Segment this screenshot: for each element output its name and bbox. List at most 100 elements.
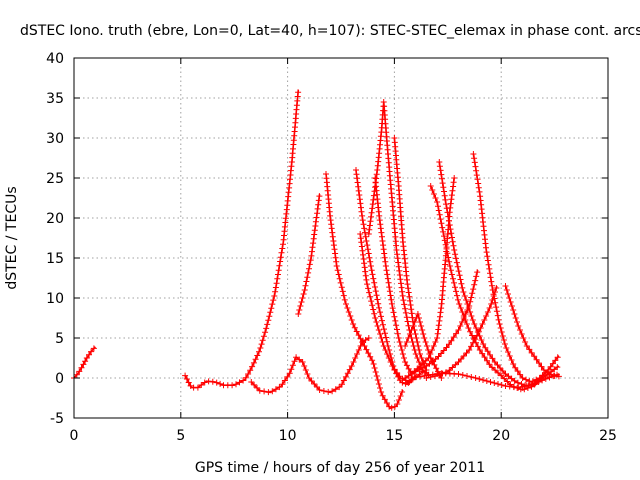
data-point-marker bbox=[266, 313, 273, 320]
data-point-marker bbox=[449, 238, 456, 245]
y-tick-label: 10 bbox=[46, 291, 64, 307]
data-point-marker bbox=[470, 286, 477, 293]
data-point-marker bbox=[430, 343, 437, 349]
data-point-marker bbox=[507, 299, 514, 305]
data-point-marker bbox=[364, 242, 371, 249]
data-point-marker bbox=[375, 327, 382, 333]
data-point-marker bbox=[532, 380, 538, 387]
data-point-marker bbox=[456, 301, 463, 307]
data-point-marker bbox=[460, 289, 467, 295]
series-arc-15 bbox=[402, 269, 481, 381]
data-point-marker bbox=[389, 363, 396, 369]
data-point-marker bbox=[436, 211, 443, 218]
data-point-marker bbox=[342, 373, 349, 380]
data-point-marker bbox=[434, 335, 441, 341]
data-point-marker bbox=[523, 376, 529, 383]
data-point-marker bbox=[450, 179, 457, 186]
x-tick-label: 10 bbox=[279, 428, 297, 444]
series-arc-19 bbox=[408, 370, 560, 391]
y-tick-label: 5 bbox=[55, 331, 64, 347]
data-point-marker bbox=[274, 275, 281, 282]
data-point-marker bbox=[333, 263, 340, 269]
data-point-marker bbox=[388, 300, 395, 307]
data-point-marker bbox=[288, 366, 295, 373]
data-point-marker bbox=[354, 179, 361, 186]
data-point-marker bbox=[489, 364, 495, 371]
data-point-marker bbox=[454, 263, 461, 270]
data-point-marker bbox=[435, 353, 442, 360]
data-point-marker bbox=[399, 288, 406, 295]
data-point-marker bbox=[379, 339, 386, 345]
data-point-marker bbox=[391, 366, 398, 373]
data-point-marker bbox=[373, 292, 380, 299]
data-point-marker bbox=[369, 205, 376, 212]
data-point-marker bbox=[468, 343, 475, 350]
data-point-marker bbox=[466, 303, 473, 309]
data-point-marker bbox=[398, 347, 405, 353]
data-point-marker bbox=[270, 297, 277, 304]
data-point-marker bbox=[371, 365, 378, 371]
data-point-marker bbox=[358, 243, 365, 250]
data-point-marker bbox=[377, 225, 384, 232]
data-point-marker bbox=[305, 269, 312, 276]
data-point-marker bbox=[366, 222, 373, 229]
data-point-marker bbox=[301, 287, 308, 293]
data-point-marker bbox=[484, 257, 491, 264]
data-point-marker bbox=[425, 355, 432, 361]
data-point-marker bbox=[539, 377, 546, 384]
data-point-marker bbox=[340, 292, 347, 299]
data-point-marker bbox=[346, 366, 353, 373]
data-point-marker bbox=[394, 251, 401, 258]
data-point-marker bbox=[410, 323, 417, 329]
data-point-marker bbox=[406, 293, 413, 300]
data-point-marker bbox=[369, 271, 376, 278]
data-point-marker bbox=[272, 284, 279, 291]
data-point-marker bbox=[450, 275, 456, 282]
data-point-marker bbox=[432, 339, 439, 345]
data-point-marker bbox=[359, 212, 366, 219]
data-point-marker bbox=[403, 314, 410, 321]
data-point-marker bbox=[372, 315, 379, 321]
data-point-marker bbox=[245, 371, 252, 377]
data-point-marker bbox=[379, 392, 386, 399]
data-point-marker bbox=[387, 359, 394, 365]
data-point-marker bbox=[385, 355, 392, 361]
data-point-marker bbox=[377, 385, 383, 391]
data-point-marker bbox=[395, 397, 402, 403]
data-point-marker bbox=[272, 288, 279, 295]
data-point-marker bbox=[329, 388, 336, 395]
data-point-marker bbox=[311, 227, 318, 234]
data-point-marker bbox=[499, 368, 506, 374]
data-point-marker bbox=[453, 288, 459, 295]
data-point-marker bbox=[365, 285, 372, 292]
data-point-marker bbox=[483, 378, 490, 384]
data-point-marker bbox=[448, 337, 455, 344]
data-point-marker bbox=[260, 333, 267, 340]
plot-frame bbox=[73, 57, 609, 419]
data-point-marker bbox=[371, 310, 378, 317]
data-point-marker bbox=[505, 291, 511, 297]
data-point-marker bbox=[491, 380, 498, 386]
data-point-marker bbox=[441, 188, 447, 195]
data-point-marker bbox=[446, 217, 452, 224]
data-point-marker bbox=[492, 299, 499, 306]
data-point-marker bbox=[432, 356, 439, 363]
data-point-marker bbox=[429, 347, 435, 353]
data-point-marker bbox=[358, 208, 365, 215]
data-point-marker bbox=[554, 354, 561, 361]
data-point-marker bbox=[352, 355, 359, 361]
data-point-marker bbox=[272, 386, 279, 393]
data-point-marker bbox=[403, 362, 410, 369]
data-point-marker bbox=[375, 381, 382, 387]
data-point-marker bbox=[384, 351, 391, 357]
data-point-marker bbox=[549, 360, 556, 367]
data-point-marker bbox=[444, 250, 451, 257]
data-point-marker bbox=[440, 347, 447, 354]
data-point-marker bbox=[429, 187, 436, 193]
data-point-marker bbox=[452, 361, 459, 368]
data-point-marker bbox=[434, 370, 441, 377]
data-point-marker bbox=[276, 384, 283, 391]
data-point-marker bbox=[483, 244, 489, 251]
data-point-marker bbox=[381, 326, 387, 333]
